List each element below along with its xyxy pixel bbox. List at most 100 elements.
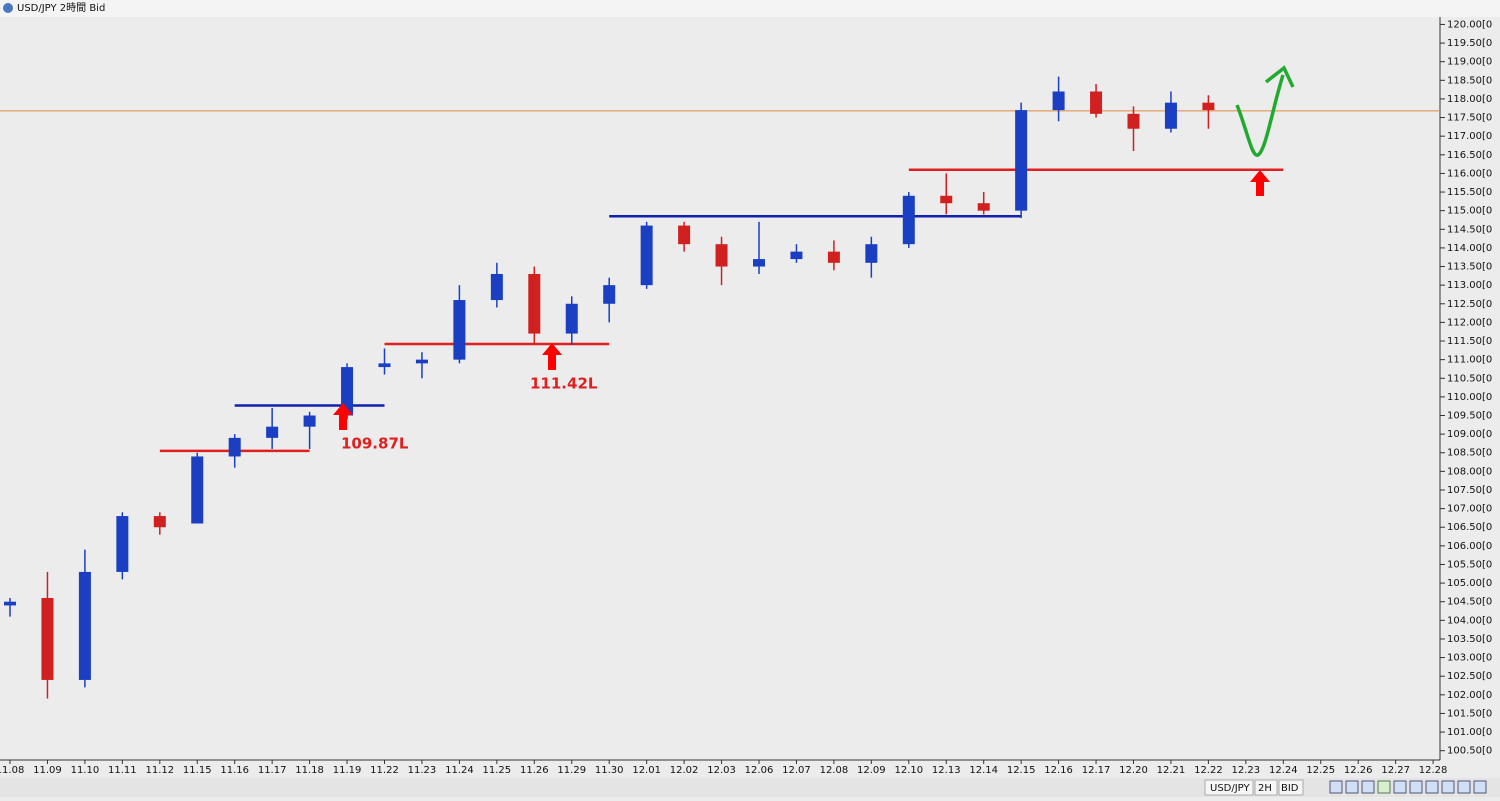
x-tick-label: 11.19 [333,765,362,776]
candle-body [603,285,616,304]
x-tick-label: 12.07 [782,765,811,776]
x-tick-label: 11.08 [0,765,24,776]
x-tick-label: 12.17 [1082,765,1111,776]
price-type: BID [1281,783,1299,794]
annotation: 111.42L [530,375,598,393]
tool-button[interactable] [1329,780,1343,794]
y-tick-label: 118.00[0 [1447,94,1492,105]
candle-body [1127,113,1140,129]
candle-body [41,597,54,680]
y-tick-label: 108.50[0 [1447,448,1492,459]
y-tick-label: 120.00[0 [1447,19,1492,30]
y-tick-label: 118.50[0 [1447,75,1492,86]
price-select[interactable] [1278,779,1304,796]
candle-body [415,359,428,364]
y-tick-label: 102.00[0 [1447,690,1492,701]
x-tick-label: 12.14 [969,765,998,776]
candle-body [977,203,990,211]
tool-button[interactable] [1441,780,1455,794]
x-tick-label: 11.29 [557,765,586,776]
x-tick-label: 12.16 [1044,765,1073,776]
y-tick-label: 114.00[0 [1447,243,1492,254]
x-tick-label: 12.28 [1419,765,1448,776]
x-tick-label: 12.20 [1119,765,1148,776]
y-tick-label: 106.50[0 [1447,522,1492,533]
x-tick-label: 11.16 [220,765,249,776]
app-icon [3,3,13,13]
candle-body [1164,102,1177,129]
tool-button[interactable] [1377,780,1391,794]
candle-body [902,195,915,245]
candle-body [1052,91,1065,111]
x-tick-label: 11.22 [370,765,399,776]
timeframe-select[interactable] [1254,779,1278,796]
x-tick-label: 11.12 [145,765,174,776]
candle-body [715,244,728,267]
candle-body [4,601,16,606]
y-tick-label: 104.50[0 [1447,597,1492,608]
y-tick-label: 111.00[0 [1447,355,1492,366]
x-tick-label: 12.09 [857,765,886,776]
x-tick-label: 12.26 [1344,765,1373,776]
x-tick-label: 12.08 [820,765,849,776]
tool-button[interactable] [1425,780,1439,794]
candle-body [1202,102,1215,111]
tool-button[interactable] [1345,780,1359,794]
y-tick-label: 116.50[0 [1447,150,1492,161]
y-tick-label: 108.00[0 [1447,466,1492,477]
y-tick-label: 111.50[0 [1447,336,1492,347]
chart-title: USD/JPY 2時間 Bid [17,2,105,14]
plot-area [0,17,1440,760]
y-tick-label: 110.50[0 [1447,373,1492,384]
candle-body [753,259,765,267]
x-tick-label: 12.23 [1232,765,1261,776]
y-tick-label: 119.00[0 [1447,57,1492,68]
tool-button[interactable] [1361,780,1375,794]
candle-body [640,225,653,286]
tool-button[interactable] [1473,780,1487,794]
y-tick-label: 104.00[0 [1447,615,1492,626]
candle-body [266,426,279,438]
candle-body [341,367,354,416]
x-tick-label: 12.13 [932,765,961,776]
candle-body [490,273,503,301]
x-tick-label: 12.27 [1381,765,1410,776]
y-tick-label: 103.50[0 [1447,634,1492,645]
y-tick-label: 112.50[0 [1447,299,1492,310]
y-tick-label: 107.50[0 [1447,485,1492,496]
tool-button[interactable] [1409,780,1423,794]
candle-body [528,273,541,334]
annotation: 109.87L [341,435,409,453]
y-tick-label: 106.00[0 [1447,541,1492,552]
symbol-select[interactable] [1204,779,1254,796]
tool-button[interactable] [1457,780,1471,794]
y-tick-label: 105.50[0 [1447,559,1492,570]
up-arrow [333,403,353,430]
y-tick-label: 102.50[0 [1447,671,1492,682]
y-tick-label: 117.00[0 [1447,131,1492,142]
title-bar [0,0,1500,17]
y-tick-label: 112.00[0 [1447,317,1492,328]
y-tick-label: 105.00[0 [1447,578,1492,589]
x-tick-label: 11.26 [520,765,549,776]
y-tick-label: 119.50[0 [1447,38,1492,49]
x-tick-label: 12.03 [707,765,736,776]
x-tick-label: 11.24 [445,765,474,776]
x-tick-label: 12.02 [670,765,699,776]
y-tick-label: 110.00[0 [1447,392,1492,403]
x-tick-label: 12.06 [745,765,774,776]
up-arrow [1250,170,1270,196]
candle-body [678,225,691,245]
tool-button[interactable] [1393,780,1407,794]
candle-body [790,251,803,260]
x-tick-label: 12.25 [1306,765,1335,776]
candle-body [453,300,466,360]
forecast-arrow-head [1264,65,1295,88]
candle-body [116,516,129,572]
y-tick-label: 115.50[0 [1447,187,1492,198]
candle-body [1090,91,1103,114]
x-tick-label: 11.30 [595,765,624,776]
x-tick-label: 12.15 [1007,765,1036,776]
